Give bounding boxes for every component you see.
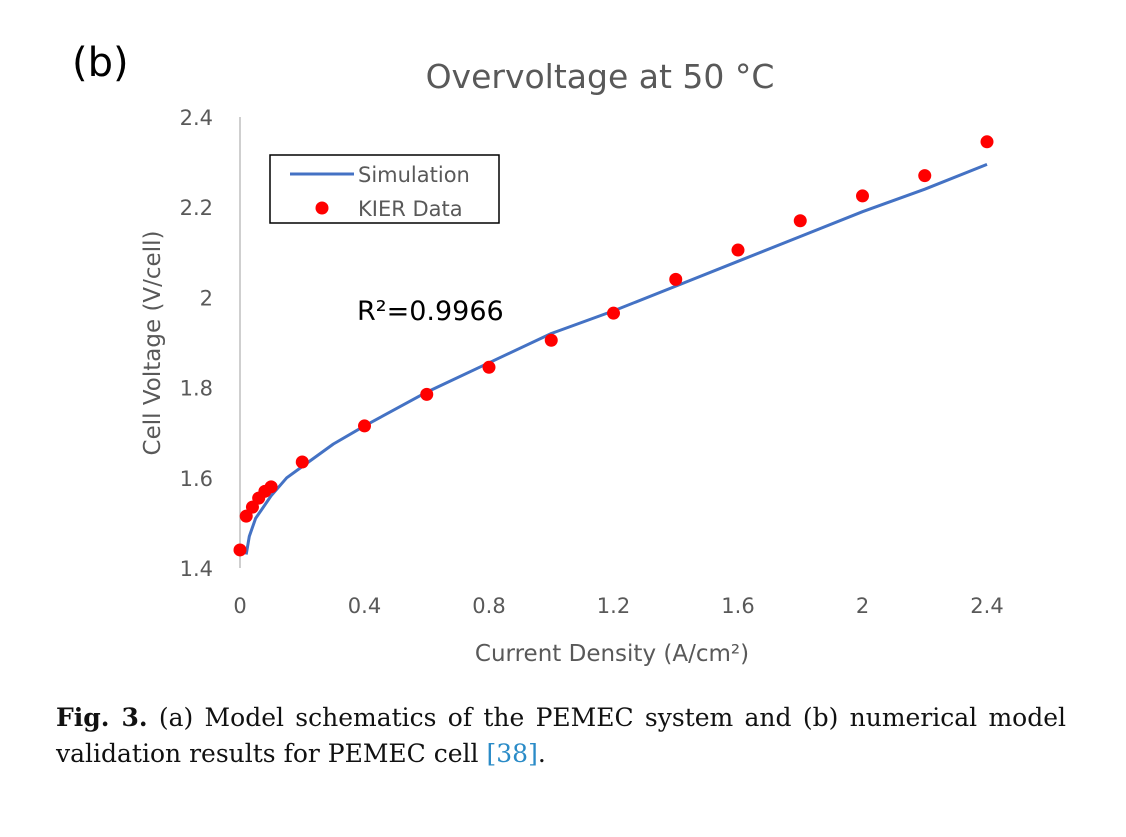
legend-box [269, 154, 500, 224]
x-tick-label: 1.2 [597, 594, 630, 618]
data-point [669, 272, 683, 286]
legend-simulation-label: Simulation [358, 163, 470, 187]
x-tick-label: 0 [233, 594, 246, 618]
y-axis-label: Cell Voltage (V/cell) [140, 231, 166, 456]
x-tick-label: 0.8 [472, 594, 505, 618]
data-point [731, 243, 745, 257]
y-tick-label: 1.6 [180, 467, 213, 491]
data-point [793, 214, 807, 228]
chart-title: Overvoltage at 50 °C [426, 57, 775, 96]
x-axis-label: Current Density (A/cm²) [475, 641, 749, 667]
x-tick-label: 2.4 [970, 594, 1003, 618]
caption-reference-link[interactable]: [38] [486, 739, 538, 768]
y-tick-label: 2.4 [180, 106, 213, 130]
y-tick-label: 2.2 [180, 196, 213, 220]
x-tick-label: 1.6 [721, 594, 754, 618]
legend: Simulation KIER Data [269, 154, 500, 224]
x-tick-label: 2 [856, 594, 869, 618]
r-squared-annotation: R²=0.9966 [357, 296, 504, 327]
legend-kier-label: KIER Data [358, 197, 463, 221]
legend-kier-swatch [315, 201, 329, 215]
data-point [233, 543, 247, 557]
panel-label: (b) [72, 40, 129, 86]
data-point [607, 306, 620, 320]
caption-figure-label: Fig. 3. [56, 703, 148, 732]
y-tick-labels: 1.4 1.6 1.8 2 2.2 2.4 [180, 106, 213, 581]
x-tick-labels: 0 0.4 0.8 1.2 1.6 2 2.4 [233, 594, 1003, 618]
y-tick-label: 1.4 [180, 557, 213, 581]
data-point [358, 419, 371, 433]
data-point [420, 387, 434, 401]
data-point [264, 480, 278, 494]
kier-data-series [233, 135, 994, 557]
data-point [918, 169, 932, 183]
data-point [856, 189, 869, 203]
y-tick-label: 2 [200, 286, 213, 310]
caption-text: (a) Model schematics of the PEMEC system… [56, 703, 1066, 768]
x-tick-label: 0.4 [348, 594, 381, 618]
data-point [295, 455, 309, 469]
figure-caption: Fig. 3. (a) Model schematics of the PEME… [56, 700, 1066, 772]
caption-text-end: . [537, 739, 546, 768]
y-tick-label: 1.8 [180, 377, 213, 401]
data-point [482, 360, 496, 374]
data-point [544, 333, 558, 347]
data-point [980, 135, 994, 149]
